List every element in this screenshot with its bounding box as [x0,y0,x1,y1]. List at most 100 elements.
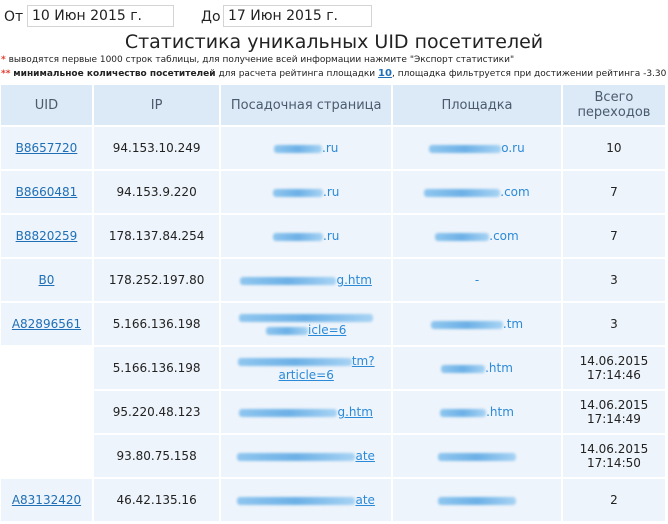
redacted-text [274,144,323,153]
redacted-text [437,496,516,505]
table-row: B0 178.252.197.80 g.htm - 3 [1,259,665,301]
note-rating-bold: минимальное количество посетителей [13,69,216,79]
uid-cell: B8820259 [1,215,92,257]
ip-cell: 94.153.9.220 [93,171,220,213]
uid-link[interactable]: B8657720 [15,141,78,155]
landing-page-link[interactable]: icle=6 [308,323,347,337]
ip-cell: 93.80.75.158 [93,435,220,477]
ip-cell: 95.220.48.123 [93,391,220,433]
landing-page-cell: icle=6 [221,303,392,345]
total-cell: 2 [562,479,665,521]
to-label: До [201,9,221,25]
uid-cell [1,391,92,433]
col-header-landing-page[interactable]: Посадочная страница [221,85,392,125]
uid-cell [1,435,92,477]
uid-stats-table: UID IP Посадочная страница Площадка Всег… [0,83,667,523]
visit-time: 17:14:49 [586,412,641,426]
table-row: B8660481 94.153.9.220 .ru .com 7 [1,171,665,213]
from-label: От [4,9,24,25]
page-title: Статистика уникальных UID посетителей [124,31,544,53]
note-asterisk: * [1,55,6,65]
landing-page-link[interactable]: tm? [351,354,375,368]
landing-page-cell: g.htm [221,391,392,433]
uid-link[interactable]: A83132420 [11,493,82,507]
redacted-text [240,276,337,285]
uid-link[interactable]: A82896561 [11,317,82,331]
uid-cell: B8657720 [1,127,92,169]
date-filter-bar: От До [0,0,668,32]
table-header-row: UID IP Посадочная страница Площадка Всег… [1,85,665,125]
uid-link[interactable]: B8660481 [15,185,78,199]
landing-page-cell: .ru [221,171,392,213]
to-date-input[interactable] [223,5,372,27]
ip-cell: 94.153.10.249 [93,127,220,169]
redacted-text [273,188,324,197]
redacted-text [239,408,338,417]
redacted-text [237,452,356,461]
landing-page-cell: .ru [221,127,392,169]
visit-time: 17:14:46 [586,368,641,382]
uid-cell: A82896561 [1,303,92,345]
site-text: .com [489,229,519,243]
ip-cell: 46.42.135.16 [93,479,220,521]
visit-date: 14.06.2015 [579,354,649,368]
table-row: B8820259 178.137.84.254 .ru .com 7 [1,215,665,257]
uid-cell: A83132420 [1,479,92,521]
total-cell: 14.06.2015 17:14:46 [562,347,665,389]
uid-cell [1,347,92,389]
landing-page-link[interactable]: .ru [323,229,340,243]
total-cell: 3 [562,303,665,345]
note-double-asterisk: ** [1,69,11,79]
col-header-uid[interactable]: UID [1,85,92,125]
uid-link[interactable]: B0 [38,273,55,287]
ip-cell: 178.252.197.80 [93,259,220,301]
site-cell: - [393,259,561,301]
table-row: 95.220.48.123 g.htm .htm 14.06.2015 17:14… [1,391,665,433]
site-text: .tm [502,317,524,331]
note-rating: ** минимальное количество посетителей дл… [0,67,668,81]
site-cell [393,435,561,477]
table-row: 5.166.136.198 tm? article=6 .htm 14.06.2… [1,347,665,389]
total-cell: 3 [562,259,665,301]
redacted-text [237,357,352,366]
site-text: .htm [485,361,513,375]
col-header-total-visits[interactable]: Всего переходов [562,85,665,125]
site-cell: .htm [393,347,561,389]
landing-page-link[interactable]: .ru [323,185,340,199]
total-cell: 7 [562,171,665,213]
note-rating-text: для расчета рейтинга площадки [218,69,376,79]
visit-time: 17:14:50 [586,456,641,470]
landing-page-link[interactable]: .ru [322,141,339,155]
site-text: .com [500,185,530,199]
redacted-text [237,496,356,505]
landing-page-cell: .ru [221,215,392,257]
site-cell: .com [393,215,561,257]
landing-page-link[interactable]: ate [355,493,375,507]
from-date-input[interactable] [27,5,174,27]
note-export-text: выводятся первые 1000 строк таблицы, для… [8,55,515,65]
redacted-text [435,232,490,241]
landing-page-link-continued[interactable]: article=6 [278,368,334,382]
redacted-text [429,144,502,153]
visit-date: 14.06.2015 [579,398,649,412]
site-cell: .tm [393,303,561,345]
uid-link[interactable]: B8820259 [15,229,78,243]
redacted-text [440,408,487,417]
col-header-ip[interactable]: IP [93,85,220,125]
landing-page-link[interactable]: g.htm [336,273,372,287]
landing-page-cell: tm? article=6 [221,347,392,389]
landing-page-link[interactable]: g.htm [337,405,373,419]
table-row: A82896561 5.166.136.198 icle=6 .tm 3 [1,303,665,345]
landing-page-link[interactable]: ate [355,449,375,463]
note-export: * выводятся первые 1000 строк таблицы, д… [0,54,668,67]
ip-cell: 5.166.136.198 [93,347,220,389]
uid-cell: B8660481 [1,171,92,213]
col-header-site[interactable]: Площадка [393,85,561,125]
min-visitors-link[interactable]: 10 [378,68,392,79]
landing-page-cell: g.htm [221,259,392,301]
total-cell: 10 [562,127,665,169]
redacted-text [430,320,503,329]
redacted-text [273,232,324,241]
redacted-text [424,188,501,197]
total-cell: 7 [562,215,665,257]
